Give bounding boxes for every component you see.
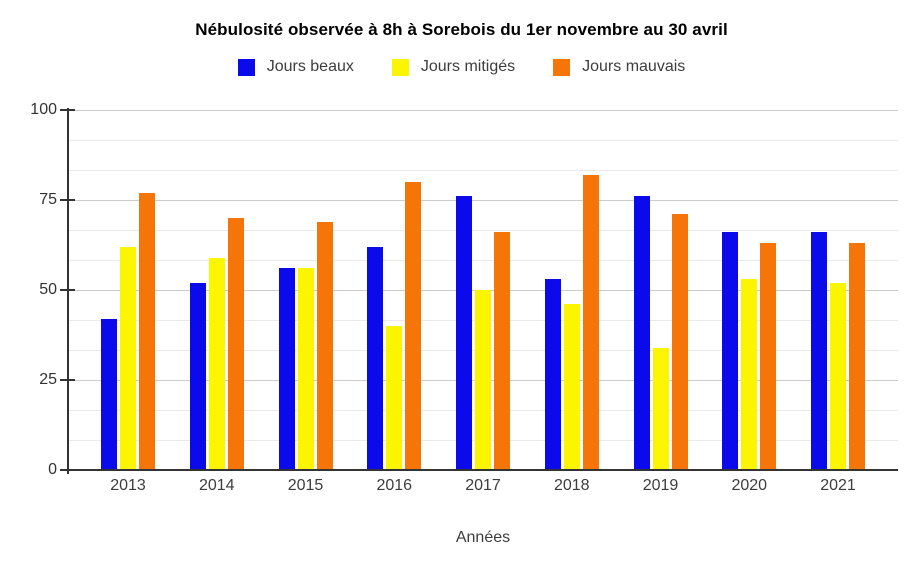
bar-jours-mitigés [475,290,491,470]
y-axis-tick [60,379,75,381]
minor-gridline [69,139,898,141]
legend-label: Jours mitigés [420,58,516,75]
legend-swatch-jours-mauvais [553,58,571,76]
x-tick-label: 2013 [110,477,146,494]
x-tick-label: 2021 [820,477,856,494]
x-tick-label: 2020 [731,477,768,494]
x-axis-line [67,469,898,471]
bar-jours-mauvais [849,243,865,470]
bar-jours-mauvais [671,214,688,470]
bar-jours-mauvais [227,218,244,470]
bar-jours-mitigés [652,347,669,470]
bar-jours-beaux [367,246,384,470]
legend-label: Jours mauvais [582,58,686,75]
bar-jours-mauvais [760,243,777,470]
legend-swatch-jours-beaux [237,58,255,76]
x-tick-label: 2018 [553,477,590,494]
y-tick-label: 0 [48,461,57,478]
legend-item: Jours mitigés [391,58,516,76]
chart-legend: Jours beaux Jours mitigés Jours mauvais [0,58,923,76]
y-tick-label: 25 [39,371,57,388]
bar-jours-mitigés [208,257,225,470]
legend-item: Jours mauvais [553,58,685,76]
bar-jours-mitigés [386,326,403,470]
y-axis-tick [60,199,75,201]
y-tick-label: 100 [30,101,57,118]
x-tick-label: 2014 [198,477,235,494]
bar-jours-beaux [456,196,472,470]
x-tick-label: 2019 [642,477,679,494]
y-axis-tick [60,469,75,471]
bar-jours-beaux [101,318,117,470]
legend-label: Jours beaux [266,58,354,75]
bar-jours-mitigés [297,268,314,470]
x-tick-label: 2017 [465,477,501,494]
bar-jours-mauvais [405,182,422,470]
bar-jours-beaux [189,282,206,470]
major-gridline [69,199,898,201]
y-axis-tick [60,289,75,291]
bar-jours-mitigés [120,246,136,470]
y-tick-label: 50 [39,281,57,298]
bar-jours-mauvais [582,174,599,470]
minor-gridline [69,259,898,261]
legend-item: Jours beaux [237,58,354,76]
bar-jours-mitigés [563,304,580,470]
bar-jours-beaux [633,196,650,470]
bar-jours-mitigés [830,282,846,470]
bar-jours-mitigés [741,279,758,470]
bar-jours-beaux [544,279,561,470]
y-tick-label: 75 [39,191,57,208]
legend-swatch-jours-mitigés [391,58,409,76]
minor-gridline [69,229,898,231]
x-axis-title: Années [455,529,511,546]
bar-jours-mauvais [316,221,333,470]
x-tick-label: 2016 [376,477,413,494]
x-tick-label: 2015 [287,477,324,494]
bar-jours-mauvais [494,232,510,470]
bar-jours-beaux [811,232,827,470]
bar-jours-beaux [722,232,739,470]
minor-gridline [69,169,898,171]
y-axis-line [67,108,69,474]
y-axis-tick [60,109,75,111]
bar-jours-beaux [278,268,295,470]
bar-jours-mauvais [139,192,155,470]
major-gridline [69,109,898,111]
chart-title: Nébulosité observée à 8h à Sorebois du 1… [195,20,728,39]
